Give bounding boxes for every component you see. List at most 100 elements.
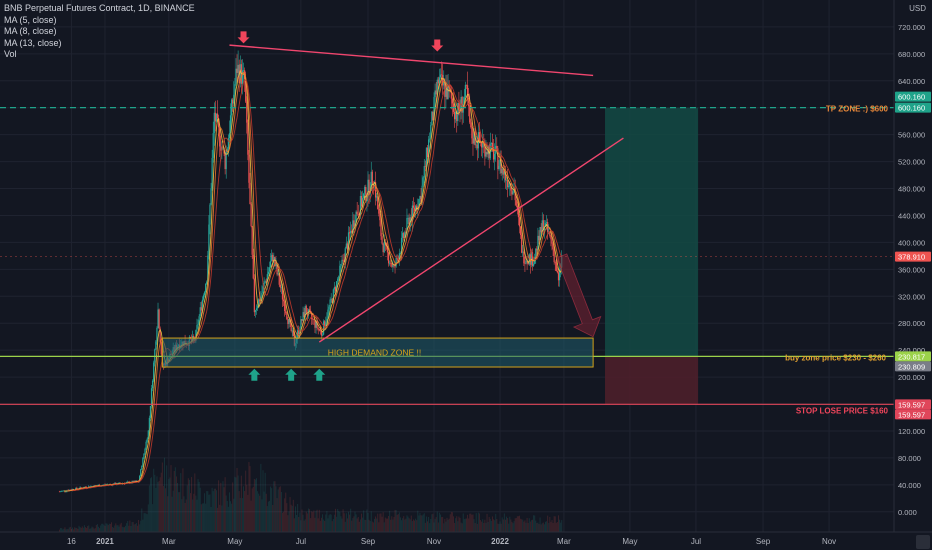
volume-bar xyxy=(91,526,93,532)
candle-body xyxy=(379,213,381,221)
volume-bar xyxy=(516,516,518,532)
volume-bar xyxy=(250,500,252,532)
symbol-title[interactable]: BNB Perpetual Futures Contract, 1D, BINA… xyxy=(4,3,195,13)
candle-body xyxy=(412,205,415,208)
candle-body xyxy=(497,148,499,170)
candle-body xyxy=(514,188,516,201)
volume-bar xyxy=(511,521,513,532)
volume-bar xyxy=(393,517,395,532)
candle-body xyxy=(61,491,63,492)
candle-body xyxy=(387,252,390,264)
candle-body xyxy=(76,487,78,489)
volume-bar xyxy=(495,513,497,532)
volume-bar xyxy=(353,516,355,532)
volume-bar xyxy=(179,492,181,532)
candle-body xyxy=(290,322,292,331)
volume-bar xyxy=(273,481,275,532)
y-tick-label: 80.000 xyxy=(898,454,921,463)
ma5-legend[interactable]: MA (5, close) xyxy=(4,14,57,25)
volume-bar xyxy=(103,524,105,532)
volume-bar xyxy=(392,519,394,532)
candle-body xyxy=(234,84,236,95)
candle-body xyxy=(519,226,522,236)
candle-body xyxy=(300,319,302,331)
volume-bar xyxy=(469,513,471,532)
candle-body xyxy=(319,330,321,331)
candle-body xyxy=(241,70,244,84)
volume-bar xyxy=(494,520,496,532)
volume-bar xyxy=(526,517,528,532)
volume-bar xyxy=(118,526,120,532)
chart-settings-icon[interactable] xyxy=(916,535,930,549)
candle-body xyxy=(269,261,272,268)
candle-body xyxy=(395,257,397,267)
volume-bar xyxy=(145,513,147,532)
candle-body xyxy=(347,232,350,250)
volume-bar xyxy=(238,491,240,532)
vol-legend[interactable]: Vol xyxy=(4,49,17,59)
candle-body xyxy=(436,79,438,95)
candle-body xyxy=(287,319,289,325)
volume-bar xyxy=(339,511,341,532)
candle-body xyxy=(469,106,471,123)
candle-body xyxy=(281,287,284,300)
y-tick-label: 200.000 xyxy=(898,373,925,382)
volume-bar xyxy=(329,513,331,532)
volume-bar xyxy=(384,517,386,532)
volume-bar xyxy=(452,516,454,532)
candle-body xyxy=(126,482,128,483)
candle-body xyxy=(521,235,523,253)
volume-bar xyxy=(423,513,425,532)
volume-bar xyxy=(380,513,382,532)
volume-bar xyxy=(512,523,514,532)
candle-body xyxy=(529,254,531,265)
volume-bar xyxy=(411,521,413,532)
candle-body xyxy=(311,313,313,320)
candle-body xyxy=(60,491,62,493)
candle-body xyxy=(233,94,235,104)
ma13-legend[interactable]: MA (13, close) xyxy=(4,37,62,48)
candle-body xyxy=(406,217,408,232)
volume-bar xyxy=(541,523,543,532)
volume-bar xyxy=(559,519,561,532)
volume-bar xyxy=(365,519,367,532)
candle-body xyxy=(451,98,454,104)
volume-bar xyxy=(344,521,346,532)
currency-label[interactable]: USD xyxy=(909,4,926,13)
y-tick-label: 240.000 xyxy=(898,346,925,355)
volume-bar xyxy=(514,518,516,532)
x-tick-label: Sep xyxy=(361,537,376,546)
volume-bar xyxy=(206,491,208,532)
volume-bar xyxy=(496,518,498,532)
volume-bar xyxy=(363,510,365,532)
volume-bar xyxy=(192,499,194,532)
ma13-line xyxy=(72,79,563,492)
volume-bar xyxy=(328,515,330,532)
volume-bar xyxy=(186,485,188,532)
candle-body xyxy=(360,195,363,207)
candle-body xyxy=(471,127,473,139)
ma8-legend[interactable]: MA (8, close) xyxy=(4,26,57,36)
y-tick-label: 640.000 xyxy=(898,77,925,86)
candle-body xyxy=(89,486,91,488)
volume-bar xyxy=(104,526,106,532)
candle-body xyxy=(334,287,337,292)
candle-body xyxy=(425,147,428,167)
volume-bar xyxy=(444,518,446,532)
volume-bar xyxy=(223,487,225,532)
volume-bar xyxy=(232,482,234,532)
volume-bar xyxy=(407,516,409,532)
candle-body xyxy=(245,79,247,102)
volume-bar xyxy=(164,457,166,532)
volume-bar xyxy=(78,525,80,532)
candle-body xyxy=(522,251,524,253)
candle-body xyxy=(502,169,504,175)
volume-bar xyxy=(283,511,285,532)
candle-body xyxy=(214,112,216,122)
stop-badge: 159.597 xyxy=(898,400,925,409)
candle-body xyxy=(260,296,262,302)
candle-body xyxy=(378,208,380,214)
volume-bar xyxy=(317,518,319,532)
candle-body xyxy=(363,193,365,198)
